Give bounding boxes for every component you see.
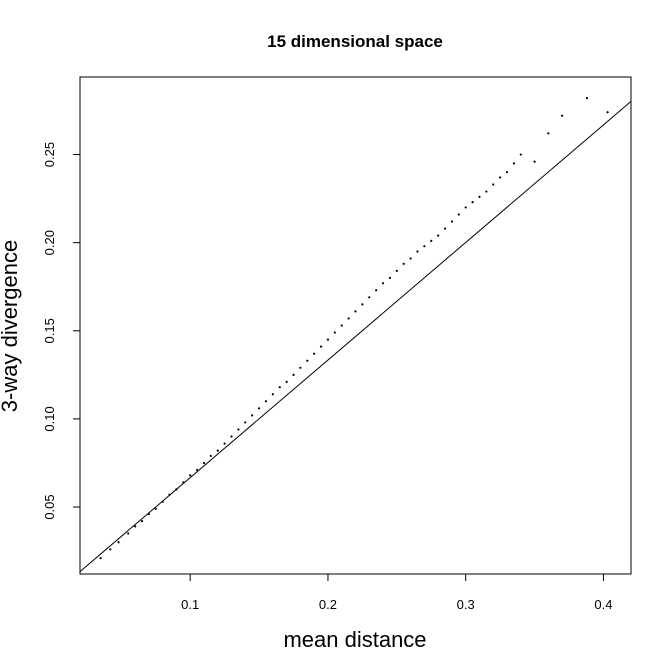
x-axis: 0.1 0.2 0.3 0.4 bbox=[181, 574, 612, 612]
data-point bbox=[117, 541, 120, 544]
data-point bbox=[202, 461, 206, 465]
data-point bbox=[257, 407, 261, 410]
data-point bbox=[402, 262, 405, 265]
plot-frame bbox=[79, 76, 632, 575]
data-point bbox=[443, 227, 447, 230]
data-point bbox=[292, 373, 295, 376]
data-point bbox=[319, 345, 323, 348]
data-point bbox=[395, 269, 398, 272]
x-tick-label: 0.4 bbox=[594, 597, 612, 612]
y-tick-label: 0.05 bbox=[42, 494, 57, 519]
reference-line bbox=[79, 101, 632, 573]
chart-title: 15 dimensional space bbox=[267, 32, 443, 51]
data-point bbox=[278, 386, 281, 389]
data-point bbox=[299, 366, 302, 369]
y-tick-label: 0.20 bbox=[42, 230, 57, 255]
data-point bbox=[499, 176, 502, 179]
data-point bbox=[606, 111, 609, 114]
data-point bbox=[313, 352, 316, 355]
y-tick-label: 0.10 bbox=[42, 406, 57, 431]
data-point bbox=[271, 393, 274, 396]
data-point bbox=[237, 428, 240, 431]
y-axis-label: 3-way divergence bbox=[0, 240, 22, 412]
data-point bbox=[340, 324, 343, 327]
data-point bbox=[492, 183, 495, 186]
data-point bbox=[547, 132, 550, 135]
data-point bbox=[375, 289, 378, 292]
data-point bbox=[251, 414, 254, 417]
data-point bbox=[519, 153, 522, 156]
data-point bbox=[216, 449, 219, 452]
data-point bbox=[437, 234, 440, 237]
data-point bbox=[464, 206, 467, 209]
data-point bbox=[416, 250, 419, 253]
data-point bbox=[471, 201, 474, 204]
data-point bbox=[585, 97, 589, 100]
data-point bbox=[109, 548, 112, 551]
data-point bbox=[306, 359, 309, 362]
data-point bbox=[533, 160, 536, 163]
data-point bbox=[381, 282, 385, 285]
data-point bbox=[409, 257, 412, 260]
data-point bbox=[561, 114, 564, 117]
data-point bbox=[209, 454, 212, 458]
x-tick-label: 0.3 bbox=[457, 597, 475, 612]
data-point bbox=[195, 468, 199, 472]
data-point bbox=[140, 520, 144, 523]
data-point bbox=[388, 276, 392, 280]
data-point bbox=[450, 220, 454, 223]
data-point bbox=[457, 213, 460, 216]
x-axis-label: mean distance bbox=[283, 627, 426, 652]
data-point bbox=[368, 296, 371, 299]
data-point bbox=[285, 380, 288, 383]
data-point bbox=[127, 532, 130, 535]
data-point bbox=[230, 435, 233, 438]
data-point bbox=[354, 310, 357, 313]
data-point bbox=[134, 525, 137, 528]
x-tick-label: 0.1 bbox=[181, 597, 199, 612]
data-point bbox=[244, 421, 247, 424]
data-point bbox=[223, 442, 226, 445]
y-tick-label: 0.15 bbox=[42, 318, 57, 343]
y-tick-label: 0.25 bbox=[42, 142, 57, 167]
data-point bbox=[154, 507, 157, 510]
data-point bbox=[189, 474, 192, 477]
x-tick-label: 0.2 bbox=[319, 597, 337, 612]
data-point bbox=[326, 338, 330, 341]
y-axis: 0.05 0.10 0.15 0.20 0.25 bbox=[42, 142, 80, 520]
data-point bbox=[430, 239, 433, 242]
data-point bbox=[333, 331, 336, 334]
data-point bbox=[361, 303, 364, 306]
data-point bbox=[512, 162, 516, 165]
data-point bbox=[478, 195, 481, 198]
data-point bbox=[99, 557, 102, 560]
data-point bbox=[423, 245, 426, 248]
data-point bbox=[485, 190, 488, 193]
data-point bbox=[347, 317, 350, 320]
data-point bbox=[264, 400, 268, 403]
data-point bbox=[505, 171, 509, 174]
